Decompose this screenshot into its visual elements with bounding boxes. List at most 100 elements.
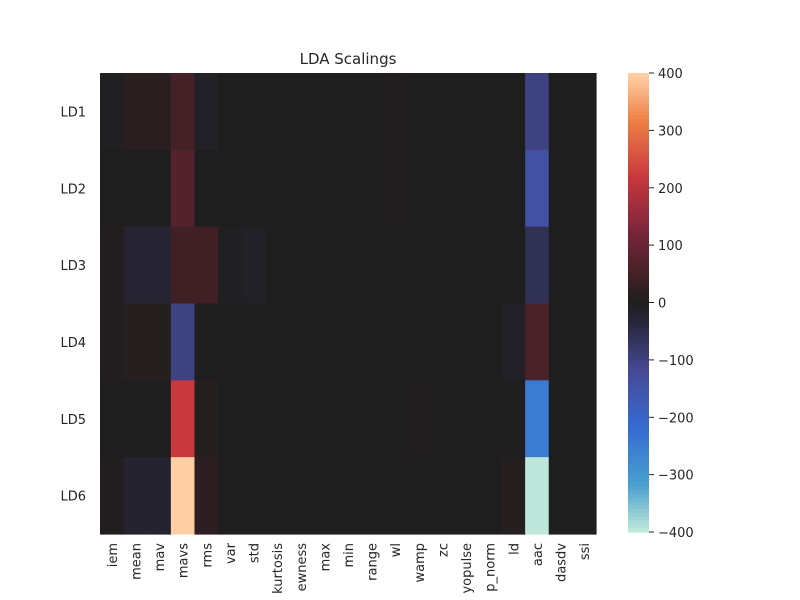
- heatmap-cell: [265, 380, 290, 458]
- colorbar-tick-label: 400: [658, 67, 683, 82]
- colorbar-segment: [628, 398, 649, 403]
- colorbar-segment: [628, 222, 649, 227]
- heatmap-cell: [288, 73, 314, 151]
- heatmap-cell: [218, 226, 243, 305]
- colorbar-segment: [628, 149, 649, 154]
- colorbar-segment: [628, 203, 649, 208]
- heatmap-cell: [100, 457, 125, 535]
- colorbar-segment: [628, 421, 649, 426]
- colorbar-segment: [628, 145, 649, 151]
- colorbar-segment: [628, 264, 649, 269]
- heatmap-cell: [477, 303, 503, 381]
- heatmap-cell: [359, 149, 385, 228]
- colorbar-segment: [628, 512, 649, 518]
- heatmap-cell: [123, 380, 148, 458]
- colorbar-segment: [628, 474, 649, 480]
- colorbar-segment: [628, 451, 649, 457]
- column-label: zc: [437, 543, 452, 557]
- heatmap-cell: [548, 149, 573, 228]
- colorbar-segment: [628, 141, 649, 147]
- colorbar-segment: [628, 256, 649, 262]
- heatmap-cell: [170, 226, 196, 305]
- colorbar-segment: [628, 138, 649, 143]
- colorbar-segment: [628, 394, 649, 399]
- colorbar-segment: [628, 214, 649, 219]
- heatmap-cell: [525, 380, 550, 458]
- row-label: LD5: [60, 413, 86, 428]
- column-label: dasdv: [555, 543, 570, 582]
- colorbar-segment: [628, 107, 649, 112]
- column-label: kurtosis: [271, 543, 286, 594]
- heatmap-cell: [501, 380, 526, 458]
- column-label: range: [366, 543, 381, 581]
- colorbar-segment: [628, 245, 649, 250]
- colorbar-tick-label: 300: [658, 124, 683, 139]
- heatmap-cell: [288, 149, 314, 228]
- colorbar-segment: [628, 329, 649, 334]
- colorbar-tick-label: −300: [658, 469, 694, 484]
- heatmap-cell: [218, 457, 243, 535]
- column-label: mav: [153, 543, 168, 572]
- heatmap-cell: [265, 457, 290, 535]
- colorbar-segment: [628, 134, 649, 139]
- colorbar-segment: [628, 497, 649, 502]
- heatmap-cell: [477, 226, 503, 305]
- heatmap-cell: [359, 73, 385, 151]
- colorbar-segment: [628, 291, 649, 296]
- colorbar-segment: [628, 333, 649, 338]
- colorbar-segment: [628, 524, 649, 529]
- colorbar-segment: [628, 206, 649, 212]
- colorbar-segment: [628, 413, 649, 418]
- heatmap-cell: [501, 226, 526, 305]
- colorbar-segment: [628, 528, 649, 533]
- heatmap-cell: [430, 457, 455, 535]
- colorbar-segment: [628, 459, 649, 464]
- heatmap-cell: [407, 73, 432, 151]
- heatmap-cell: [288, 226, 314, 305]
- heatmap-cell: [194, 73, 219, 151]
- colorbar-segment: [628, 229, 649, 235]
- colorbar-segment: [628, 428, 649, 434]
- colorbar-segment: [628, 294, 649, 300]
- heatmap-cell: [241, 380, 266, 458]
- heatmap-cell: [501, 149, 526, 228]
- colorbar-segment: [628, 493, 649, 499]
- heatmap-cell: [100, 73, 125, 151]
- heatmap-cell: [170, 149, 196, 228]
- colorbar-segment: [628, 440, 649, 445]
- colorbar-segment: [628, 210, 649, 216]
- heatmap-cell: [265, 303, 290, 381]
- heatmap-cell: [312, 380, 337, 458]
- colorbar-segment: [628, 401, 649, 407]
- colorbar-segment: [628, 168, 649, 174]
- heatmap-cell: [454, 303, 479, 381]
- row-label: LD3: [60, 259, 86, 274]
- heatmap-cell: [430, 226, 455, 305]
- colorbar-segment: [628, 99, 649, 105]
- colorbar-segment: [628, 260, 649, 265]
- heatmap-cell: [100, 380, 125, 458]
- heatmap-cell: [147, 149, 172, 228]
- colorbar-segment: [628, 95, 649, 101]
- heatmap-cells: [100, 73, 597, 535]
- colorbar-segment: [628, 340, 649, 346]
- heatmap-cell: [241, 457, 266, 535]
- heatmap-cell: [501, 73, 526, 151]
- colorbar-segment: [628, 84, 649, 89]
- colorbar-segment: [628, 447, 649, 453]
- colorbar-segment: [628, 363, 649, 369]
- colorbar-segment: [628, 379, 649, 384]
- heatmap-cell: [359, 380, 385, 458]
- colorbar-segment: [628, 130, 649, 135]
- heatmap-cell: [288, 380, 314, 458]
- heatmap-cell: [572, 303, 597, 381]
- heatmap-cell: [218, 149, 243, 228]
- heatmap-cell: [454, 226, 479, 305]
- heatmap-cell: [477, 149, 503, 228]
- heatmap-cell: [525, 226, 550, 305]
- colorbar-segment: [628, 325, 649, 330]
- colorbar-segment: [628, 313, 649, 319]
- heatmap-cell: [572, 457, 597, 535]
- heatmap-cell: [194, 226, 219, 305]
- colorbar-segment: [628, 283, 649, 288]
